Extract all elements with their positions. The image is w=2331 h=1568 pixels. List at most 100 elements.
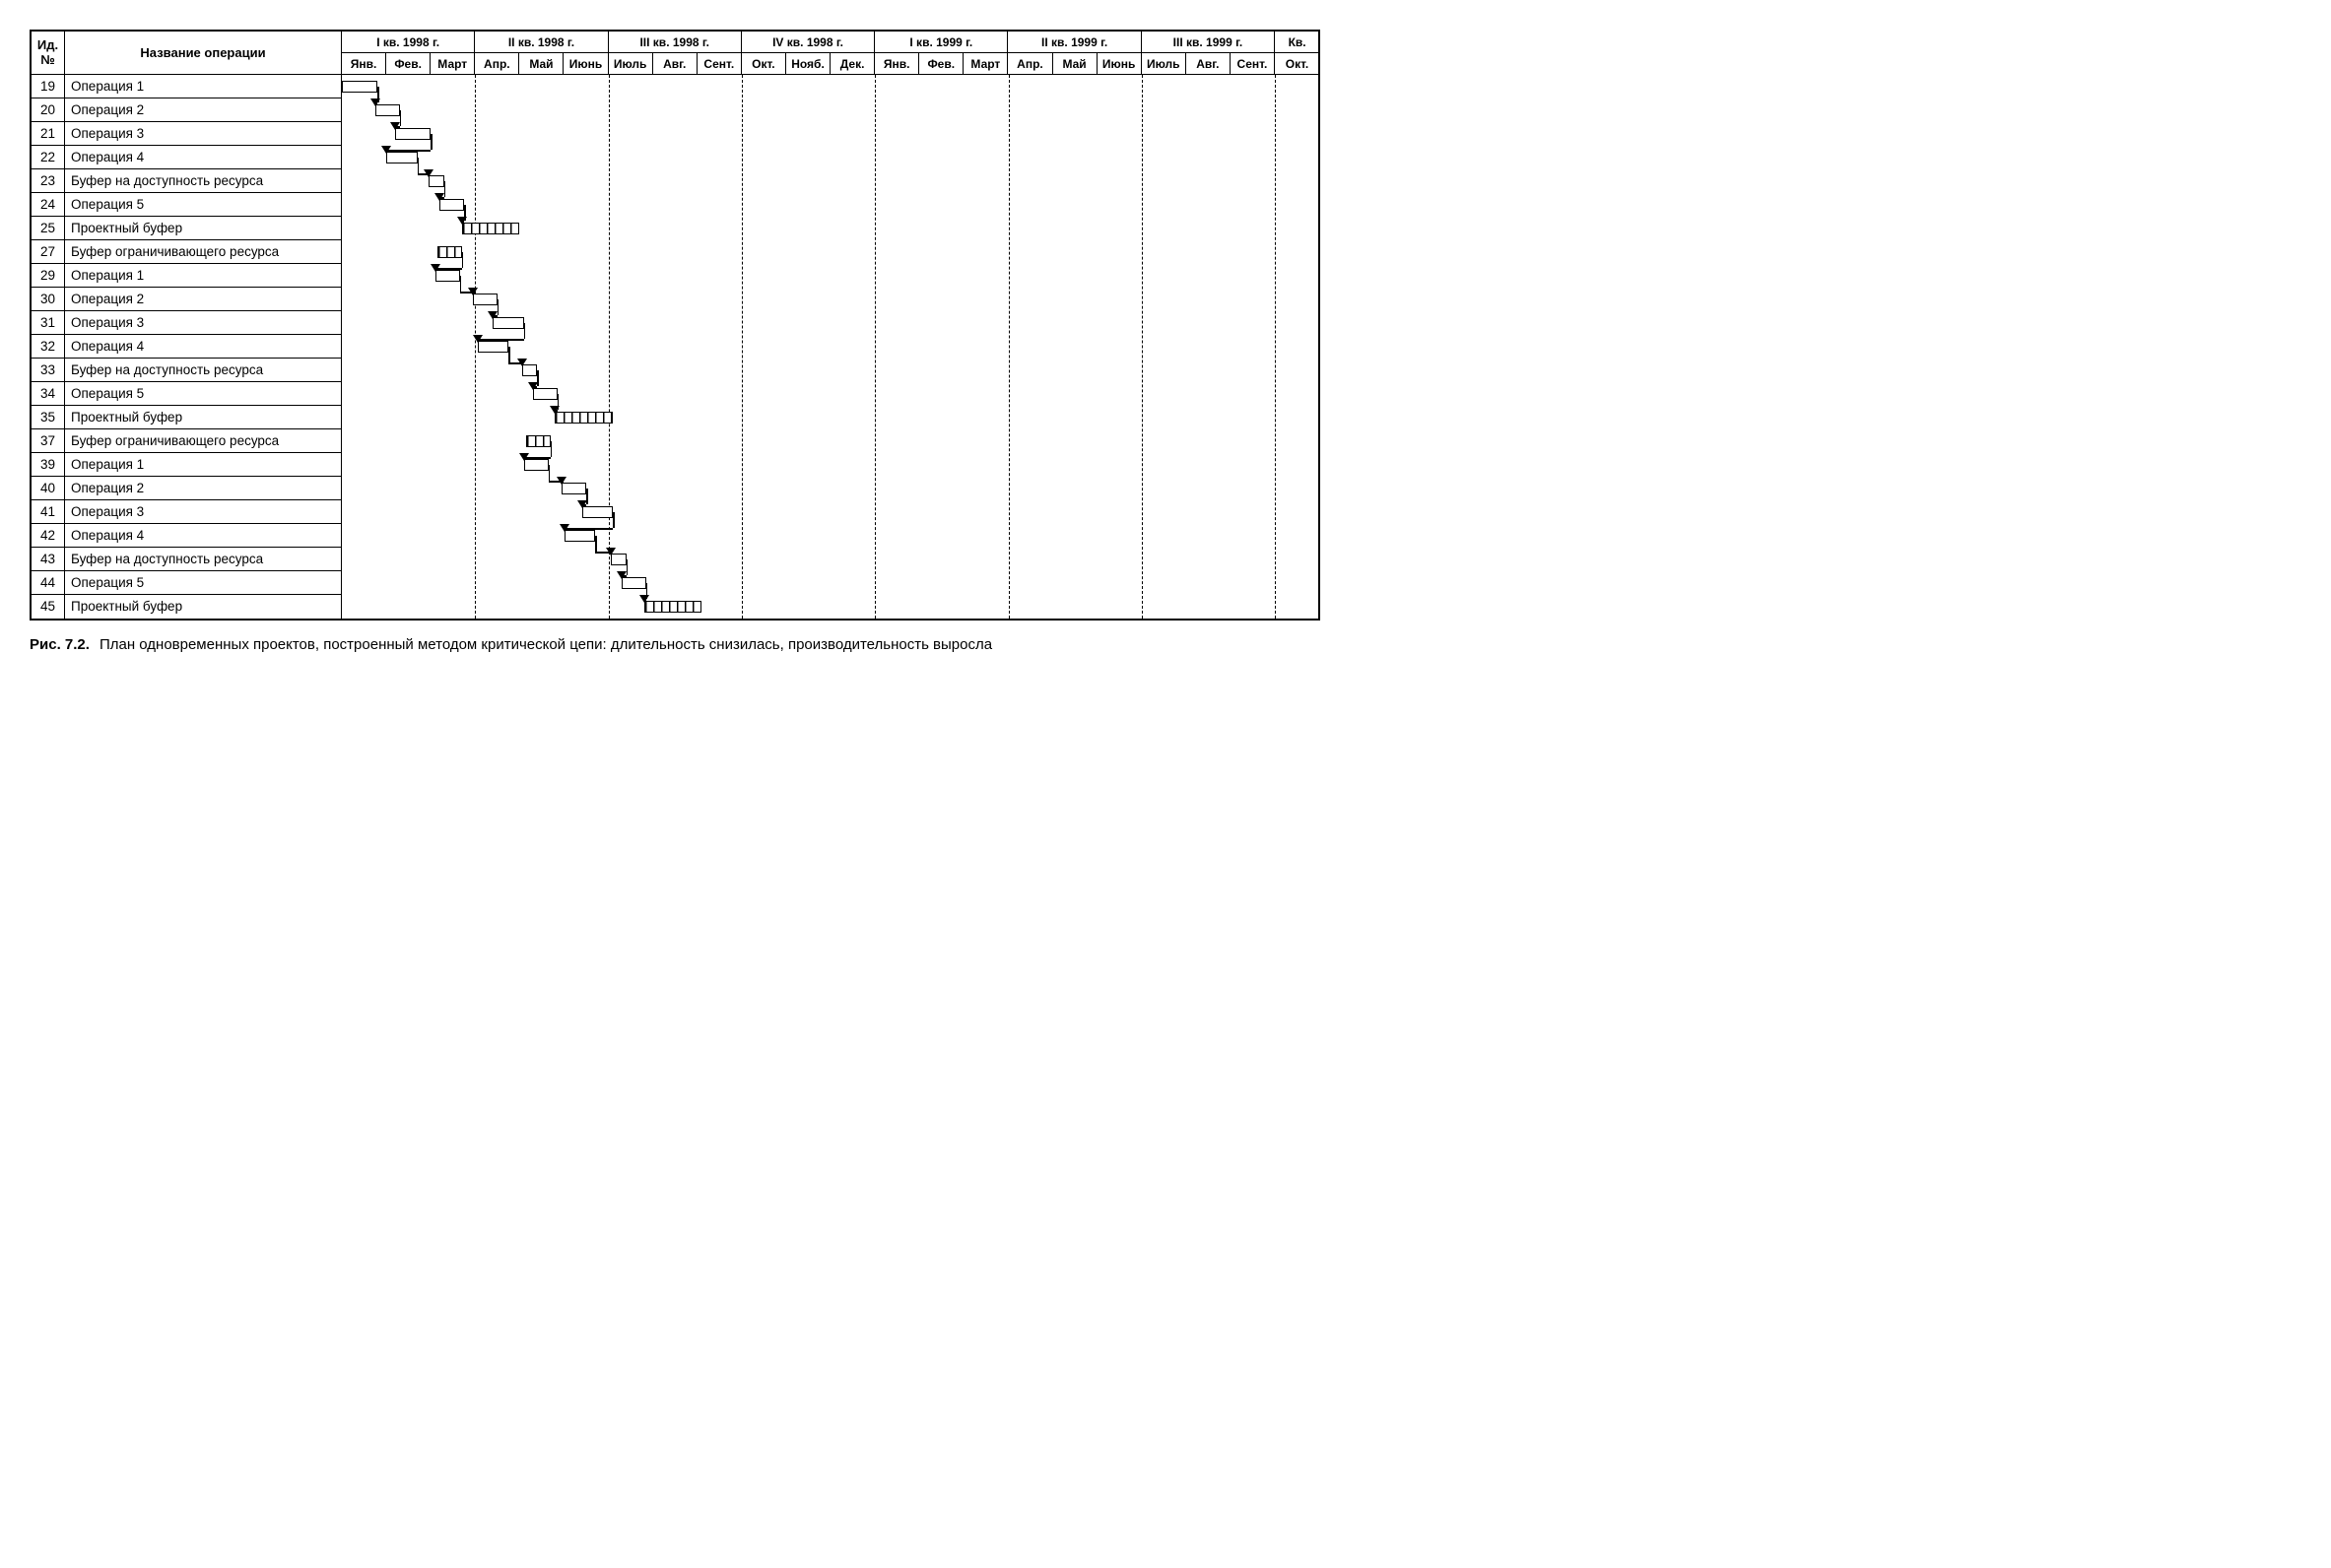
quarter-gridline [609,75,610,619]
table-row: 30Операция 2 [32,288,341,311]
task-bar [439,199,464,211]
task-name-cell: Операция 2 [65,98,341,121]
month-header: Окт. [1275,53,1319,75]
task-id-cell: 30 [32,288,65,310]
task-name-cell: Операция 1 [65,453,341,476]
month-header: Окт. [742,53,786,75]
task-name-cell: Операция 2 [65,288,341,310]
month-header: Апр. [1008,53,1052,75]
month-header: Авг. [1186,53,1231,75]
quarter-gridline [742,75,743,619]
table-row: 35Проектный буфер [32,406,341,429]
task-bar [478,341,509,353]
task-bar [493,317,524,329]
quarter-header: III кв. 1998 г. [609,32,742,52]
task-bar [533,388,558,400]
task-id-cell: 25 [32,217,65,239]
task-name-cell: Проектный буфер [65,595,341,619]
quarter-header: Кв. [1275,32,1319,52]
quarter-header: III кв. 1999 г. [1142,32,1275,52]
table-row: 39Операция 1 [32,453,341,477]
task-bar [473,294,498,305]
task-bar [395,128,431,140]
task-name-cell: Операция 1 [65,264,341,287]
table-row: 22Операция 4 [32,146,341,169]
table-row: 43Буфер на доступность ресурса [32,548,341,571]
table-row: 20Операция 2 [32,98,341,122]
caption-label: Рис. 7.2. [30,634,90,656]
table-row: 21Операция 3 [32,122,341,146]
task-id-cell: 43 [32,548,65,570]
table-row: 23Буфер на доступность ресурса [32,169,341,193]
buffer-bar [437,246,462,258]
task-bar [435,270,460,282]
task-id-cell: 24 [32,193,65,216]
name-column-header: Название операции [65,32,341,74]
month-header: Апр. [475,53,519,75]
month-header: Июль [609,53,653,75]
task-name-cell: Операция 4 [65,335,341,358]
month-header: Март [431,53,475,75]
timeline-header: I кв. 1998 г.II кв. 1998 г.III кв. 1998 … [342,32,1319,75]
task-name-cell: Буфер на доступность ресурса [65,548,341,570]
task-bar [375,104,400,116]
table-row: 33Буфер на доступность ресурса [32,359,341,382]
figure-caption: Рис. 7.2. План одновременных проектов, п… [30,634,1320,656]
task-id-cell: 33 [32,359,65,381]
table-row: 42Операция 4 [32,524,341,548]
month-header: Сент. [1231,53,1275,75]
quarter-header: I кв. 1999 г. [875,32,1008,52]
task-id-cell: 45 [32,595,65,619]
task-name-cell: Буфер ограничивающего ресурса [65,240,341,263]
task-bar [611,554,627,565]
month-header: Нояб. [786,53,831,75]
task-id-cell: 23 [32,169,65,192]
timeline-body [342,75,1319,619]
table-row: 34Операция 5 [32,382,341,406]
task-id-cell: 39 [32,453,65,476]
quarter-gridline [875,75,876,619]
quarter-gridline [1275,75,1276,619]
task-name-cell: Проектный буфер [65,406,341,428]
task-bar [429,175,444,187]
task-name-cell: Буфер на доступность ресурса [65,169,341,192]
task-name-cell: Операция 3 [65,500,341,523]
task-bar [524,459,549,471]
task-bar [342,81,377,93]
quarter-gridline [475,75,476,619]
quarter-gridline [1142,75,1143,619]
table-row: 32Операция 4 [32,335,341,359]
table-row: 25Проектный буфер [32,217,341,240]
quarter-header: I кв. 1998 г. [342,32,475,52]
table-row: 29Операция 1 [32,264,341,288]
task-bar [562,483,586,494]
task-name-cell: Проектный буфер [65,217,341,239]
month-header: Май [519,53,564,75]
id-column-header: Ид. № [32,32,65,74]
task-name-cell: Операция 5 [65,193,341,216]
task-id-cell: 32 [32,335,65,358]
task-name-cell: Буфер на доступность ресурса [65,359,341,381]
task-id-cell: 19 [32,75,65,98]
gantt-chart: Ид. № Название операции 19Операция 120Оп… [30,30,1320,621]
task-id-cell: 40 [32,477,65,499]
table-row: 37Буфер ограничивающего ресурса [32,429,341,453]
task-name-cell: Операция 4 [65,524,341,547]
task-table-header: Ид. № Название операции [32,32,341,75]
task-name-cell: Операция 4 [65,146,341,168]
task-bar [386,152,418,163]
month-header: Май [1053,53,1098,75]
task-bar [582,506,614,518]
buffer-bar [526,435,551,447]
task-bar [522,364,538,376]
timeline-pane: I кв. 1998 г.II кв. 1998 г.III кв. 1998 … [342,32,1319,619]
task-id-cell: 35 [32,406,65,428]
month-header: Янв. [875,53,919,75]
task-name-cell: Операция 5 [65,571,341,594]
task-table: Ид. № Название операции 19Операция 120Оп… [32,32,342,619]
table-row: 19Операция 1 [32,75,341,98]
task-id-cell: 31 [32,311,65,334]
task-id-cell: 34 [32,382,65,405]
task-id-cell: 20 [32,98,65,121]
task-name-cell: Операция 1 [65,75,341,98]
